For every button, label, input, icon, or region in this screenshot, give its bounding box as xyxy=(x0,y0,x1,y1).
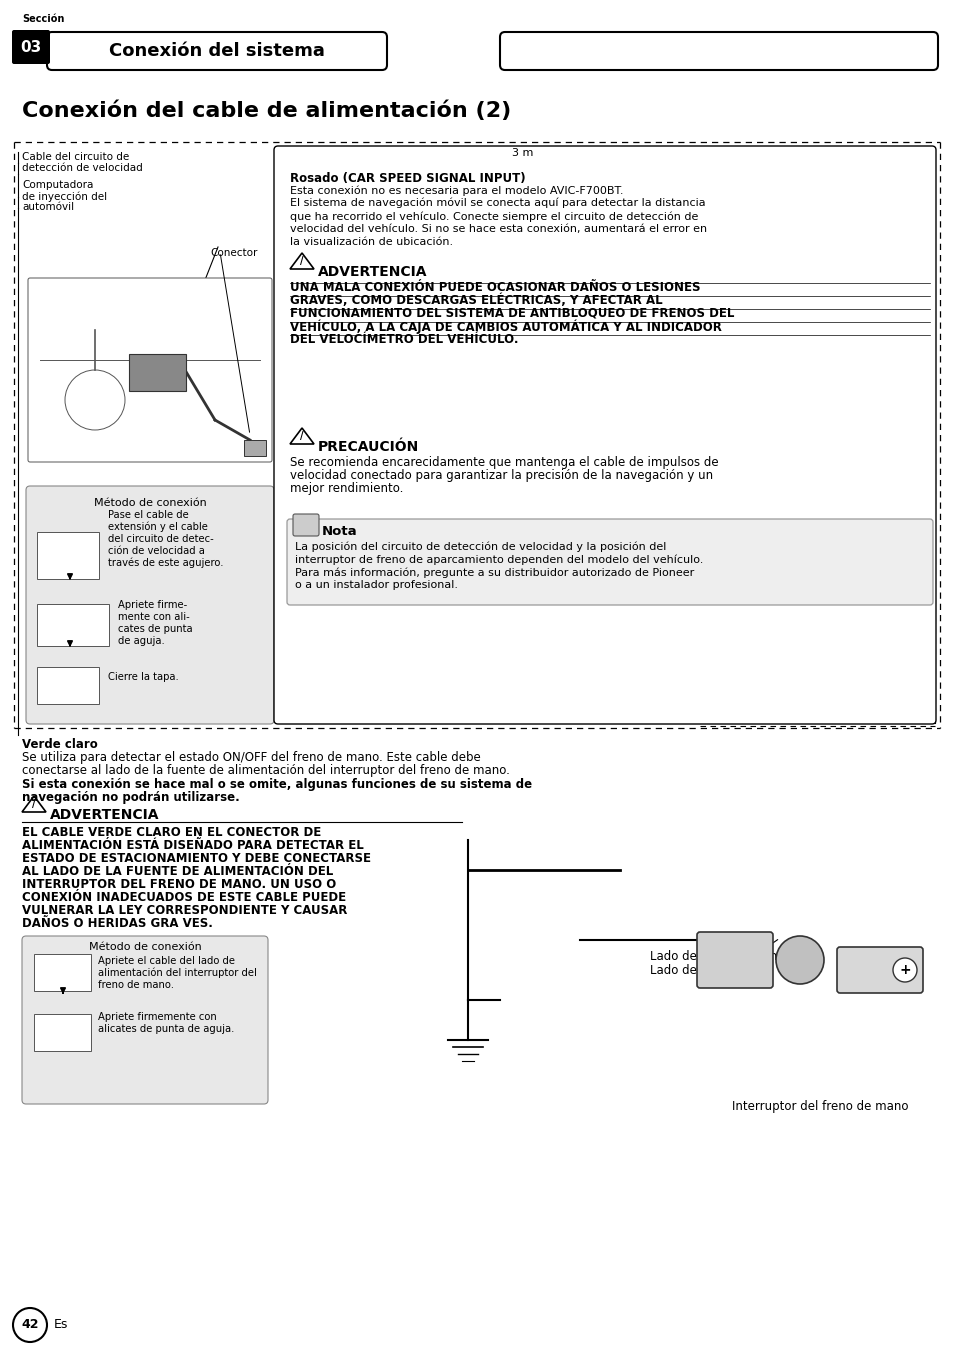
Text: Pase el cable de: Pase el cable de xyxy=(108,510,189,521)
FancyBboxPatch shape xyxy=(129,354,186,391)
FancyBboxPatch shape xyxy=(22,936,268,1105)
Text: /: / xyxy=(300,431,303,441)
Text: ESTADO DE ESTACIONAMIENTO Y DEBE CONECTARSE: ESTADO DE ESTACIONAMIENTO Y DEBE CONECTA… xyxy=(22,852,371,865)
Text: del circuito de detec-: del circuito de detec- xyxy=(108,534,213,544)
Text: Para más información, pregunte a su distribuidor autorizado de Pioneer: Para más información, pregunte a su dist… xyxy=(294,566,694,577)
Text: través de este agujero.: través de este agujero. xyxy=(108,558,223,568)
Text: VEHÍCULO, A LA CAJA DE CAMBIOS AUTOMÁTICA Y AL INDICADOR: VEHÍCULO, A LA CAJA DE CAMBIOS AUTOMÁTIC… xyxy=(290,320,721,334)
Text: 3 m: 3 m xyxy=(512,147,533,158)
Text: de inyección del: de inyección del xyxy=(22,191,107,201)
Text: mejor rendimiento.: mejor rendimiento. xyxy=(290,483,403,495)
Text: que ha recorrido el vehículo. Conecte siempre el circuito de detección de: que ha recorrido el vehículo. Conecte si… xyxy=(290,211,698,222)
Text: Computadora: Computadora xyxy=(22,180,93,191)
Text: conectarse al lado de la fuente de alimentación del interruptor del freno de man: conectarse al lado de la fuente de alime… xyxy=(22,764,509,777)
Text: ADVERTENCIA: ADVERTENCIA xyxy=(317,265,427,279)
FancyBboxPatch shape xyxy=(47,32,387,70)
Text: Interruptor del freno de mano: Interruptor del freno de mano xyxy=(731,1101,907,1113)
Text: Método de conexión: Método de conexión xyxy=(93,498,206,508)
Text: detección de velocidad: detección de velocidad xyxy=(22,164,143,173)
Text: AL LADO DE LA FUENTE DE ALIMENTACIÓN DEL: AL LADO DE LA FUENTE DE ALIMENTACIÓN DEL xyxy=(22,865,333,877)
Text: Es: Es xyxy=(54,1318,69,1332)
Text: velocidad conectado para garantizar la precisión de la navegación y un: velocidad conectado para garantizar la p… xyxy=(290,469,713,483)
FancyBboxPatch shape xyxy=(244,439,266,456)
Text: Se recomienda encarecidamente que mantenga el cable de impulsos de: Se recomienda encarecidamente que manten… xyxy=(290,456,718,469)
FancyBboxPatch shape xyxy=(37,604,109,646)
Text: /: / xyxy=(300,256,303,266)
Text: +: + xyxy=(899,963,910,977)
Text: PRECAUCIÓN: PRECAUCIÓN xyxy=(317,439,418,454)
Text: o a un instalador profesional.: o a un instalador profesional. xyxy=(294,580,457,589)
FancyBboxPatch shape xyxy=(274,146,935,725)
Text: navegación no podrán utilizarse.: navegación no podrán utilizarse. xyxy=(22,791,239,804)
Text: 42: 42 xyxy=(21,1318,39,1332)
Text: DEL VELOCÍMETRO DEL VEHÍCULO.: DEL VELOCÍMETRO DEL VEHÍCULO. xyxy=(290,333,518,346)
Text: Sección: Sección xyxy=(22,14,64,24)
Text: Conector: Conector xyxy=(210,247,257,258)
Text: Apriete el cable del lado de: Apriete el cable del lado de xyxy=(98,956,234,965)
Text: ALIMENTACIÓN ESTÁ DISEÑADO PARA DETECTAR EL: ALIMENTACIÓN ESTÁ DISEÑADO PARA DETECTAR… xyxy=(22,840,363,852)
Text: CONEXIÓN INADECUADOS DE ESTE CABLE PUEDE: CONEXIÓN INADECUADOS DE ESTE CABLE PUEDE xyxy=(22,891,346,904)
FancyBboxPatch shape xyxy=(287,519,932,604)
Text: velocidad del vehículo. Si no se hace esta conexión, aumentará el error en: velocidad del vehículo. Si no se hace es… xyxy=(290,224,706,234)
Circle shape xyxy=(13,1307,47,1343)
Text: ADVERTENCIA: ADVERTENCIA xyxy=(50,808,159,822)
Text: Método de conexión: Método de conexión xyxy=(89,942,201,952)
Text: Apriete firmemente con: Apriete firmemente con xyxy=(98,1013,216,1022)
Text: Si esta conexión se hace mal o se omite, algunas funciones de su sistema de: Si esta conexión se hace mal o se omite,… xyxy=(22,777,532,791)
FancyBboxPatch shape xyxy=(697,932,772,988)
FancyBboxPatch shape xyxy=(499,32,937,70)
Text: mente con ali-: mente con ali- xyxy=(118,612,190,622)
Text: GRAVES, COMO DESCARGAS ELÉCTRICAS, Y AFECTAR AL: GRAVES, COMO DESCARGAS ELÉCTRICAS, Y AFE… xyxy=(290,293,662,307)
FancyBboxPatch shape xyxy=(37,531,99,579)
Text: VULNERAR LA LEY CORRESPONDIENTE Y CAUSAR: VULNERAR LA LEY CORRESPONDIENTE Y CAUSAR xyxy=(22,904,347,917)
Text: UNA MALA CONEXIÓN PUEDE OCASIONAR DAÑOS O LESIONES: UNA MALA CONEXIÓN PUEDE OCASIONAR DAÑOS … xyxy=(290,281,700,293)
Text: Lado de tierra: Lado de tierra xyxy=(649,964,732,977)
Circle shape xyxy=(892,959,916,982)
Text: alimentación del interruptor del: alimentación del interruptor del xyxy=(98,968,256,979)
FancyBboxPatch shape xyxy=(293,514,318,535)
Text: Cierre la tapa.: Cierre la tapa. xyxy=(108,672,178,681)
Circle shape xyxy=(775,936,823,984)
FancyBboxPatch shape xyxy=(836,946,923,992)
Text: interruptor de freno de aparcamiento dependen del modelo del vehículo.: interruptor de freno de aparcamiento dep… xyxy=(294,554,702,565)
Text: Lado de alimentación: Lado de alimentación xyxy=(649,950,777,963)
Text: DAÑOS O HERIDAS GRA VES.: DAÑOS O HERIDAS GRA VES. xyxy=(22,917,213,930)
FancyBboxPatch shape xyxy=(12,30,50,64)
Text: Verde claro: Verde claro xyxy=(22,738,97,750)
Text: Apriete firme-: Apriete firme- xyxy=(118,600,187,610)
Text: Rosado (CAR SPEED SIGNAL INPUT): Rosado (CAR SPEED SIGNAL INPUT) xyxy=(290,172,525,185)
Text: Esta conexión no es necesaria para el modelo AVIC-F700BT.: Esta conexión no es necesaria para el mo… xyxy=(290,185,623,196)
Text: de aguja.: de aguja. xyxy=(118,635,165,646)
Text: EL CABLE VERDE CLARO EN EL CONECTOR DE: EL CABLE VERDE CLARO EN EL CONECTOR DE xyxy=(22,826,321,840)
Text: automóvil: automóvil xyxy=(22,201,74,212)
Text: La posición del circuito de detección de velocidad y la posición del: La posición del circuito de detección de… xyxy=(294,542,666,553)
Text: alicates de punta de aguja.: alicates de punta de aguja. xyxy=(98,1023,234,1034)
Text: la visualización de ubicación.: la visualización de ubicación. xyxy=(290,237,453,247)
Text: freno de mano.: freno de mano. xyxy=(98,980,173,990)
FancyBboxPatch shape xyxy=(34,1014,91,1051)
Text: ción de velocidad a: ción de velocidad a xyxy=(108,546,205,556)
Text: extensión y el cable: extensión y el cable xyxy=(108,522,208,533)
Text: INTERRUPTOR DEL FRENO DE MANO. UN USO O: INTERRUPTOR DEL FRENO DE MANO. UN USO O xyxy=(22,877,335,891)
Text: Se utiliza para detectar el estado ON/OFF del freno de mano. Este cable debe: Se utiliza para detectar el estado ON/OF… xyxy=(22,750,480,764)
FancyBboxPatch shape xyxy=(26,485,274,725)
Text: Nota: Nota xyxy=(322,525,357,538)
FancyBboxPatch shape xyxy=(37,667,99,704)
Text: 03: 03 xyxy=(20,39,42,54)
FancyBboxPatch shape xyxy=(28,279,272,462)
Text: Conexión del sistema: Conexión del sistema xyxy=(109,42,325,59)
Text: cates de punta: cates de punta xyxy=(118,625,193,634)
FancyBboxPatch shape xyxy=(34,955,91,991)
Text: Conexión del cable de alimentación (2): Conexión del cable de alimentación (2) xyxy=(22,100,511,120)
Text: Cable del circuito de: Cable del circuito de xyxy=(22,151,129,162)
Text: FUNCIONAMIENTO DEL SISTEMA DE ANTIBLOQUEO DE FRENOS DEL: FUNCIONAMIENTO DEL SISTEMA DE ANTIBLOQUE… xyxy=(290,307,734,320)
Text: /: / xyxy=(32,799,35,808)
Text: El sistema de navegación móvil se conecta aquí para detectar la distancia: El sistema de navegación móvil se conect… xyxy=(290,197,705,208)
